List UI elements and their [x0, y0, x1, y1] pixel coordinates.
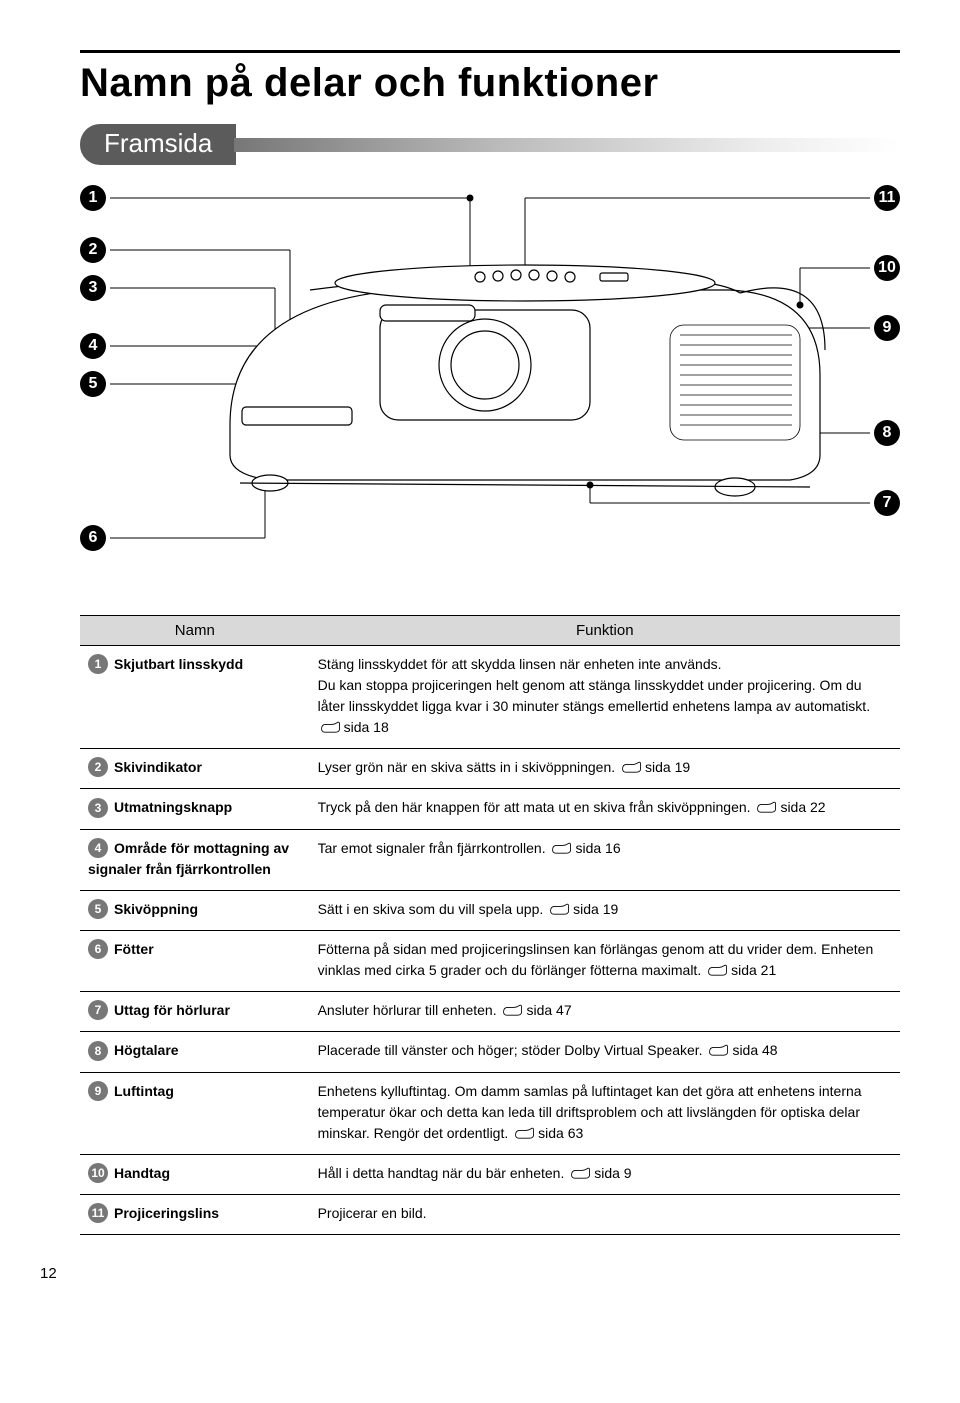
part-name-cell: 11Projiceringslins — [80, 1195, 310, 1235]
table-row: 2SkivindikatorLyser grön när en skiva sä… — [80, 749, 900, 789]
page-title: Namn på delar och funktioner — [80, 61, 900, 106]
part-name-cell: 9Luftintag — [80, 1072, 310, 1154]
part-function-cell: Tar emot signaler från fjärrkontrollen. … — [310, 829, 900, 890]
table-row: 10HandtagHåll i detta handtag när du bär… — [80, 1154, 900, 1194]
part-number-badge: 7 — [88, 1000, 108, 1020]
table-row: 4Område för mottagning av signaler från … — [80, 829, 900, 890]
table-row: 11ProjiceringslinsProjicerar en bild. — [80, 1195, 900, 1235]
part-number-badge: 1 — [88, 654, 108, 674]
diagram: 123456 1110987 — [80, 175, 900, 595]
part-number-badge: 3 — [88, 798, 108, 818]
part-name-cell: 10Handtag — [80, 1154, 310, 1194]
section-heading-row: Framsida — [80, 124, 900, 165]
reference-icon — [756, 798, 778, 819]
section-heading: Framsida — [80, 124, 236, 165]
part-number-badge: 2 — [88, 757, 108, 777]
part-name-cell: 3Utmatningsknapp — [80, 789, 310, 829]
part-function-cell: Stäng linsskyddet för att skydda linsen … — [310, 646, 900, 749]
part-function-cell: Lyser grön när en skiva sätts in i skivö… — [310, 749, 900, 789]
reference-icon — [708, 1041, 730, 1062]
table-row: 6FötterFötterna på sidan med projicering… — [80, 931, 900, 992]
reference-icon — [549, 900, 571, 921]
reference-icon — [502, 1001, 524, 1022]
part-number-badge: 8 — [88, 1041, 108, 1061]
reference-icon — [621, 758, 643, 779]
col-name: Namn — [80, 616, 310, 646]
part-number-badge: 4 — [88, 838, 108, 858]
part-name-cell: 4Område för mottagning av signaler från … — [80, 829, 310, 890]
part-function-cell: Tryck på den här knappen för att mata ut… — [310, 789, 900, 829]
col-function: Funktion — [310, 616, 900, 646]
table-row: 9LuftintagEnhetens kylluftintag. Om damm… — [80, 1072, 900, 1154]
part-function-cell: Fötterna på sidan med projiceringslinsen… — [310, 931, 900, 992]
part-function-cell: Ansluter hörlurar till enheten. sida 47 — [310, 992, 900, 1032]
part-number-badge: 5 — [88, 899, 108, 919]
part-name-cell: 2Skivindikator — [80, 749, 310, 789]
section-heading-fade — [234, 138, 900, 152]
reference-icon — [514, 1124, 536, 1145]
part-function-cell: Enhetens kylluftintag. Om damm samlas på… — [310, 1072, 900, 1154]
table-row: 7Uttag för hörlurarAnsluter hörlurar til… — [80, 992, 900, 1032]
part-name-cell: 6Fötter — [80, 931, 310, 992]
part-function-cell: Håll i detta handtag när du bär enheten.… — [310, 1154, 900, 1194]
part-number-badge: 11 — [88, 1203, 108, 1223]
table-row: 3UtmatningsknappTryck på den här knappen… — [80, 789, 900, 829]
part-number-badge: 10 — [88, 1163, 108, 1183]
page-number: 12 — [40, 1265, 900, 1282]
part-name-cell: 5Skivöppning — [80, 890, 310, 930]
reference-icon — [551, 839, 573, 860]
part-number-badge: 9 — [88, 1081, 108, 1101]
part-name-cell: 7Uttag för hörlurar — [80, 992, 310, 1032]
reference-icon — [570, 1164, 592, 1185]
part-name-cell: 1Skjutbart linsskydd — [80, 646, 310, 749]
table-row: 5SkivöppningSätt i en skiva som du vill … — [80, 890, 900, 930]
parts-table: Namn Funktion 1Skjutbart linsskyddStäng … — [80, 615, 900, 1235]
projector-illustration — [80, 175, 900, 595]
part-function-cell: Projicerar en bild. — [310, 1195, 900, 1235]
part-function-cell: Placerade till vänster och höger; stöder… — [310, 1032, 900, 1072]
part-function-cell: Sätt i en skiva som du vill spela upp. s… — [310, 890, 900, 930]
table-row: 8HögtalarePlacerade till vänster och hög… — [80, 1032, 900, 1072]
reference-icon — [320, 718, 342, 739]
table-row: 1Skjutbart linsskyddStäng linsskyddet fö… — [80, 646, 900, 749]
reference-icon — [707, 961, 729, 982]
part-name-cell: 8Högtalare — [80, 1032, 310, 1072]
page-title-block: Namn på delar och funktioner — [80, 50, 900, 106]
part-number-badge: 6 — [88, 939, 108, 959]
